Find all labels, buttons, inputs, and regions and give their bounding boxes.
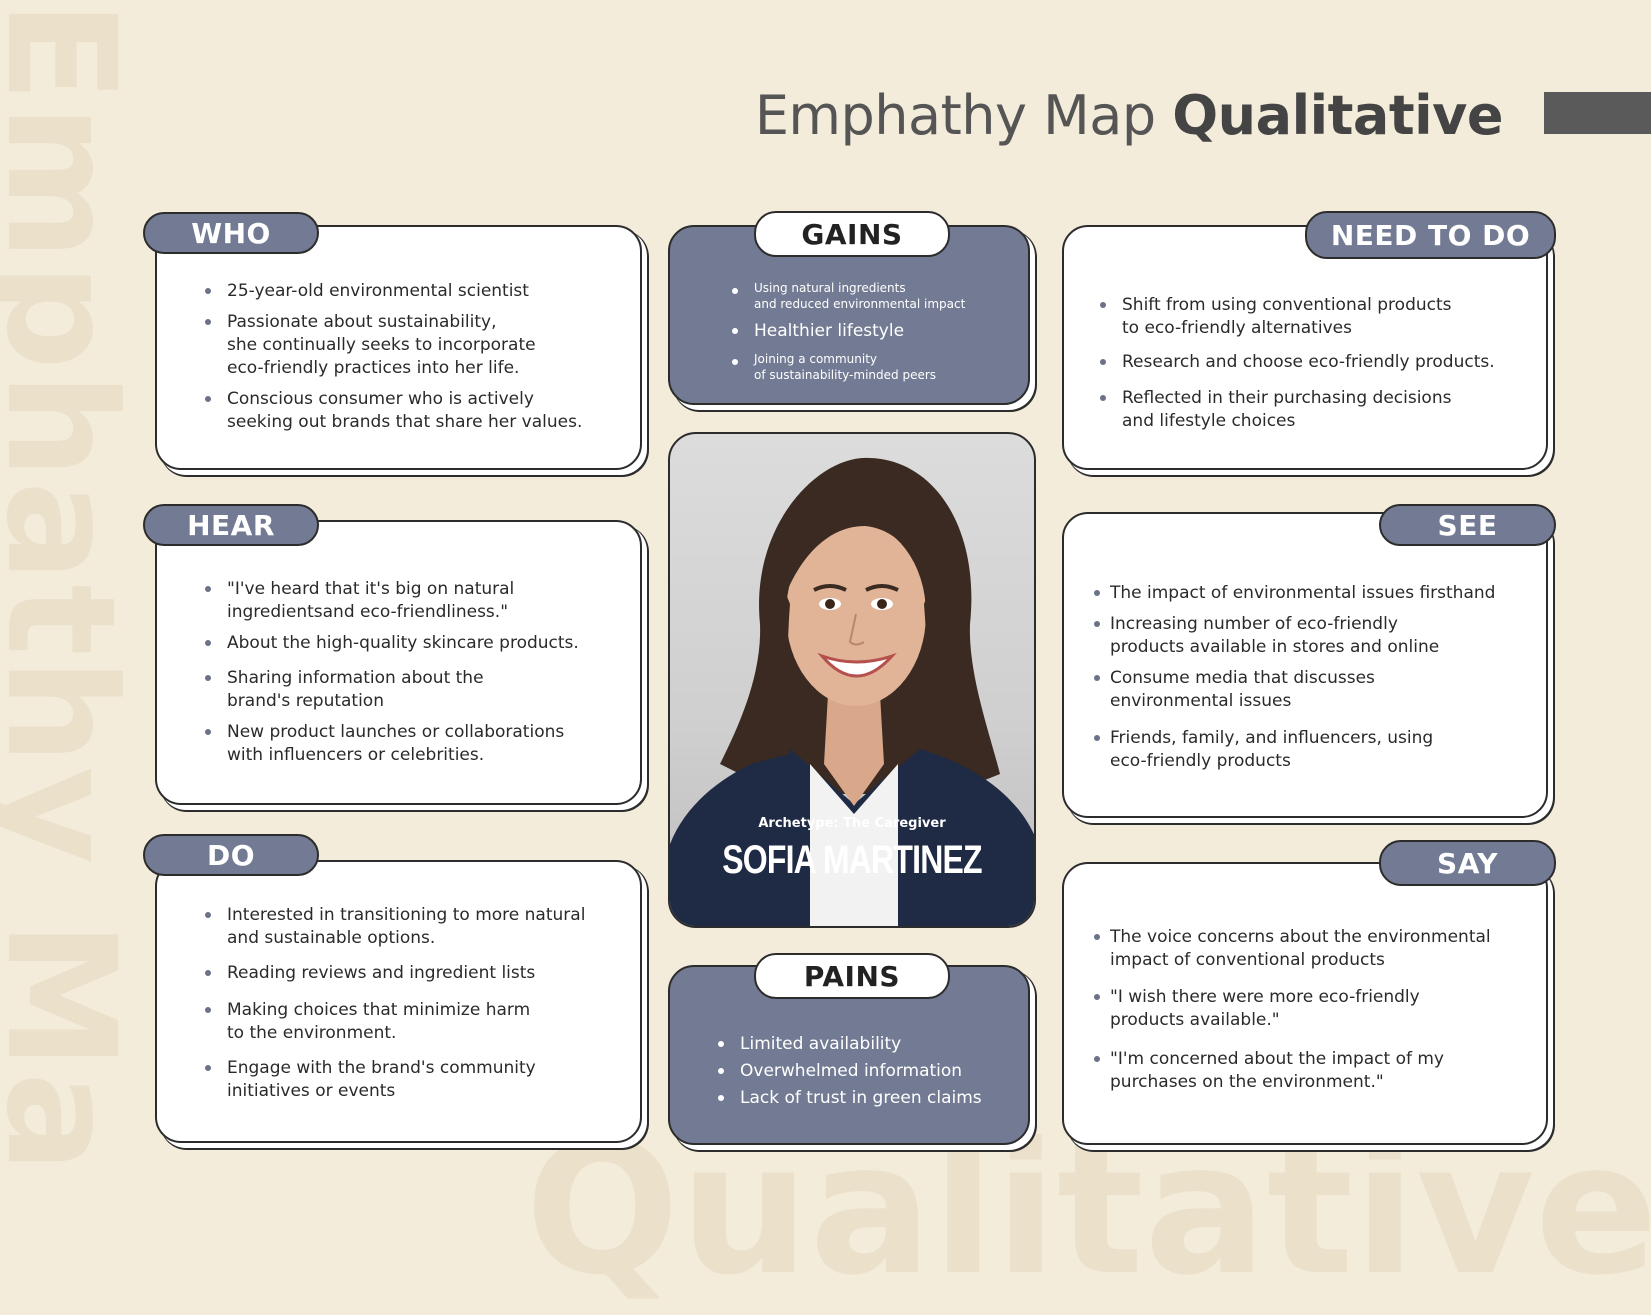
list-item: Joining a community of sustainability-mi… [732, 351, 965, 383]
list-item: "I've heard that it's big on natural ing… [205, 578, 579, 624]
do-label: DO [143, 834, 319, 876]
see-list: The impact of environmental issues first… [1094, 582, 1495, 781]
list-item: Research and choose eco-friendly product… [1100, 351, 1495, 374]
persona-archetype: Archetype: The Caregiver [758, 816, 946, 831]
do-list: Interested in transitioning to more natu… [205, 904, 585, 1111]
list-item: The impact of environmental issues first… [1094, 582, 1495, 605]
list-item: "I'm concerned about the impact of my pu… [1094, 1048, 1491, 1094]
title-accent-bar [1544, 92, 1651, 134]
list-item: Reading reviews and ingredient lists [205, 962, 585, 985]
list-item: Passionate about sustainability, she con… [205, 311, 582, 380]
say-label: SAY [1379, 840, 1556, 886]
list-item: Reflected in their purchasing decisions … [1100, 387, 1495, 433]
need-to-do-label: NEED TO DO [1305, 211, 1556, 259]
list-item: Limited availability [718, 1033, 982, 1056]
list-item: Engage with the brand's community initia… [205, 1057, 585, 1103]
list-item: Making choices that minimize harm to the… [205, 999, 585, 1045]
who-label: WHO [143, 212, 319, 254]
say-card: The voice concerns about the environment… [1062, 862, 1548, 1145]
persona-photo: Archetype: The Caregiver SOFIA MARTINEZ [668, 432, 1036, 928]
hear-label: HEAR [143, 504, 319, 546]
list-item: Sharing information about the brand's re… [205, 667, 579, 713]
list-item: About the high-quality skincare products… [205, 632, 579, 655]
persona-name: SOFIA MARTINEZ [722, 838, 982, 882]
pains-label: PAINS [754, 953, 950, 999]
watermark-bottom: Qualitative [525, 1103, 1651, 1315]
list-item: Lack of trust in green claims [718, 1087, 982, 1110]
list-item: "I wish there were more eco-friendly pro… [1094, 986, 1491, 1032]
list-item: Interested in transitioning to more natu… [205, 904, 585, 950]
list-item: Shift from using conventional products t… [1100, 294, 1495, 340]
title-regular: Emphathy Map [754, 84, 1156, 147]
list-item: New product launches or collaborations w… [205, 721, 579, 767]
page-title: Emphathy Map Qualitative [754, 84, 1504, 147]
say-list: The voice concerns about the environment… [1094, 926, 1491, 1102]
persona-portrait-image [670, 457, 1034, 926]
list-item: Friends, family, and influencers, using … [1094, 727, 1495, 773]
see-label: SEE [1379, 504, 1556, 546]
gains-list: Using natural ingredients and reduced en… [732, 280, 965, 391]
list-item: 25-year-old environmental scientist [205, 280, 582, 303]
watermark-vertical: Emphathy Ma [0, 0, 147, 1176]
list-item: Healthier lifestyle [732, 320, 965, 343]
pains-list: Limited availability Overwhelmed informa… [718, 1033, 982, 1118]
list-item: Conscious consumer who is actively seeki… [205, 388, 582, 434]
do-card: Interested in transitioning to more natu… [155, 860, 642, 1143]
list-item: Using natural ingredients and reduced en… [732, 280, 965, 312]
title-bold: Qualitative [1172, 84, 1503, 147]
who-list: 25-year-old environmental scientist Pass… [205, 280, 582, 442]
need-to-do-card: Shift from using conventional products t… [1062, 225, 1548, 470]
list-item: Consume media that discusses environment… [1094, 667, 1495, 713]
gains-label: GAINS [754, 211, 950, 257]
hear-list: "I've heard that it's big on natural ing… [205, 578, 579, 775]
who-card: 25-year-old environmental scientist Pass… [155, 225, 642, 470]
list-item: The voice concerns about the environment… [1094, 926, 1491, 972]
list-item: Overwhelmed information [718, 1060, 982, 1083]
need-to-do-list: Shift from using conventional products t… [1100, 294, 1495, 441]
hear-card: "I've heard that it's big on natural ing… [155, 520, 642, 805]
see-card: The impact of environmental issues first… [1062, 512, 1548, 818]
list-item: Increasing number of eco-friendly produc… [1094, 613, 1495, 659]
